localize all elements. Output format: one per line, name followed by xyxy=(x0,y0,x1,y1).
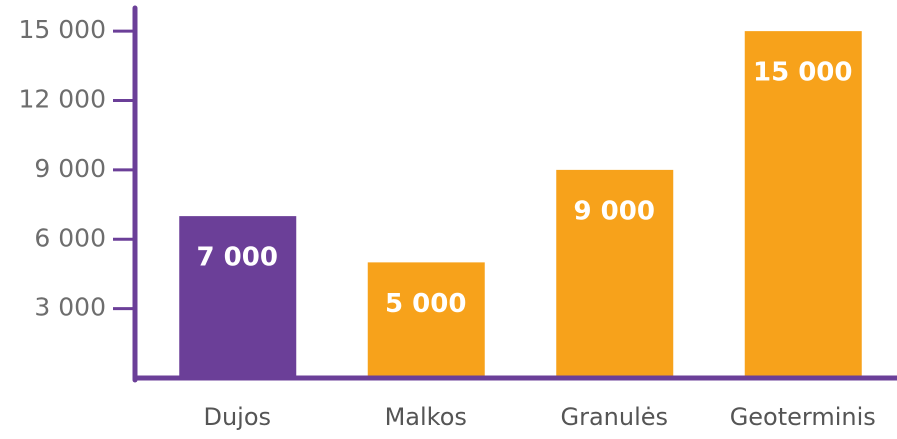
y-tick-label: 15 000 xyxy=(19,15,106,44)
x-tick-label: Granulės xyxy=(560,403,668,431)
x-tick-label: Geoterminis xyxy=(730,403,876,431)
value-label: 15 000 xyxy=(753,58,853,88)
bar xyxy=(556,169,674,378)
y-tick-label: 12 000 xyxy=(19,85,106,114)
value-label: 9 000 xyxy=(574,196,655,226)
x-tick-label: Malkos xyxy=(385,403,467,431)
y-tick-label: 3 000 xyxy=(34,293,106,322)
bar xyxy=(744,31,862,378)
x-tick-label: Dujos xyxy=(203,403,271,431)
y-tick-label: 6 000 xyxy=(34,223,106,252)
value-label: 7 000 xyxy=(197,243,278,273)
bar xyxy=(179,216,297,378)
y-tick-label: 9 000 xyxy=(34,154,106,183)
bar xyxy=(367,262,485,378)
value-label: 5 000 xyxy=(385,289,466,319)
